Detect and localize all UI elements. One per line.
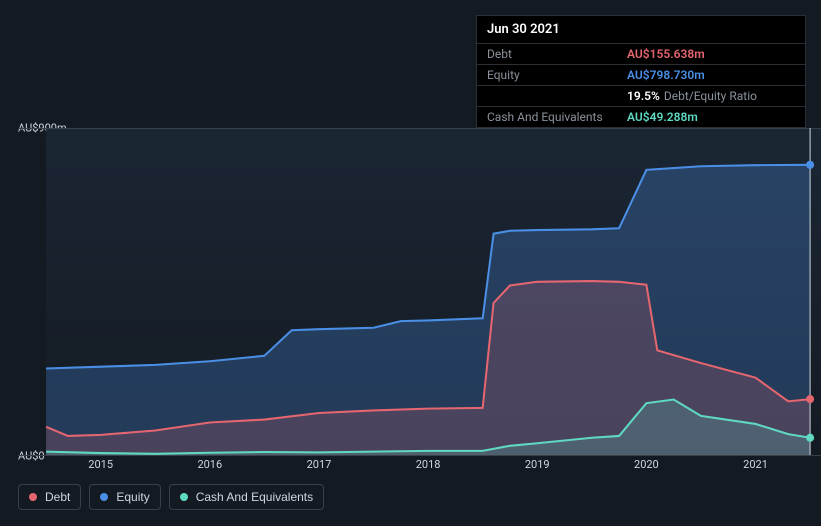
legend-dot-icon [29,493,37,501]
tooltip-label: Cash And Equivalents [487,110,627,124]
tooltip-value: AU$798.730m [627,68,705,82]
chart-tooltip: Jun 30 2021 DebtAU$155.638mEquityAU$798.… [476,15,806,128]
tooltip-ratio-label: Debt/Equity Ratio [664,89,757,103]
tooltip-label [487,89,627,103]
tooltip-row: EquityAU$798.730m [477,64,805,85]
tooltip-value: AU$49.288m [627,110,698,124]
chart-container: Jun 30 2021 DebtAU$155.638mEquityAU$798.… [0,0,821,526]
x-tick-label: 2018 [416,458,441,471]
legend-label: Cash And Equivalents [196,490,313,504]
x-tick-label: 2017 [307,458,332,471]
tooltip-date: Jun 30 2021 [477,16,805,43]
chart-legend: Debt Equity Cash And Equivalents [18,484,324,510]
legend-item-cash-and-equivalents[interactable]: Cash And Equivalents [169,484,324,510]
chart-area: AU$0AU$900m 2015201620172018201920202021 [18,120,821,476]
x-tick-label: 2020 [634,458,659,471]
legend-label: Debt [45,490,70,504]
series-end-dot-equity [806,161,814,169]
x-axis: 2015 2016 2017 2018 2019 2020 2021 [18,456,821,476]
series-end-dot-debt [806,395,814,403]
legend-item-debt[interactable]: Debt [18,484,81,510]
series-end-dot-cash [806,434,814,442]
tooltip-row: Cash And EquivalentsAU$49.288m [477,106,805,127]
tooltip-value: AU$155.638m [627,47,705,61]
x-tick-label: 2019 [525,458,550,471]
legend-dot-icon [180,493,188,501]
x-tick-label: 2016 [197,458,222,471]
legend-dot-icon [100,493,108,501]
tooltip-label: Debt [487,47,627,61]
legend-item-equity[interactable]: Equity [89,484,160,510]
tooltip-row: 19.5% Debt/Equity Ratio [477,85,805,106]
tooltip-label: Equity [487,68,627,82]
x-tick-label: 2021 [743,458,768,471]
legend-label: Equity [116,490,149,504]
x-tick-label: 2015 [88,458,113,471]
tooltip-ratio-value: 19.5% [627,89,660,103]
plot-area[interactable] [18,128,821,456]
tooltip-row: DebtAU$155.638m [477,43,805,64]
